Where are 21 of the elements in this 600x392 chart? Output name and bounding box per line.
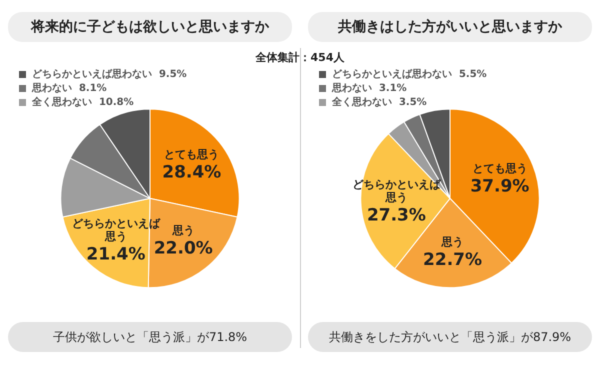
slice-label: 思う (440, 235, 464, 248)
chart-title: 共働きはした方がいいと思いますか (308, 12, 592, 42)
slice-label: 思う (171, 224, 194, 237)
chart-title: 将来的に子どもは欲しいと思いますか (8, 12, 292, 42)
text: 子供が欲しいと「思う派」が71.8% (8, 322, 292, 352)
data-label: 27.3% (366, 205, 426, 226)
legend-label: 全く思わない 3.5% (331, 96, 427, 108)
legend-label: どちらかといえば思わない 9.5% (32, 68, 187, 80)
slice-label: とても思う (164, 148, 220, 162)
text: 共働きをした方がいいと「思う派」が87.9% (308, 322, 592, 352)
legend-label: 全く思わない 10.8% (31, 96, 134, 108)
slice-label: とても思う (472, 162, 528, 176)
data-label: 22.0% (154, 238, 213, 258)
legend-label: 思わない 8.1% (31, 82, 107, 94)
text: 全体集計：454人 (254, 50, 346, 65)
legend-label: どちらかといえば思わない 5.5% (332, 68, 487, 80)
data-label: 22.7% (423, 250, 482, 270)
data-label: 21.4% (86, 244, 146, 264)
data-label: 37.9% (470, 176, 530, 197)
data-label: 28.4% (162, 162, 222, 183)
legend-label: 思わない 3.1% (331, 82, 407, 94)
